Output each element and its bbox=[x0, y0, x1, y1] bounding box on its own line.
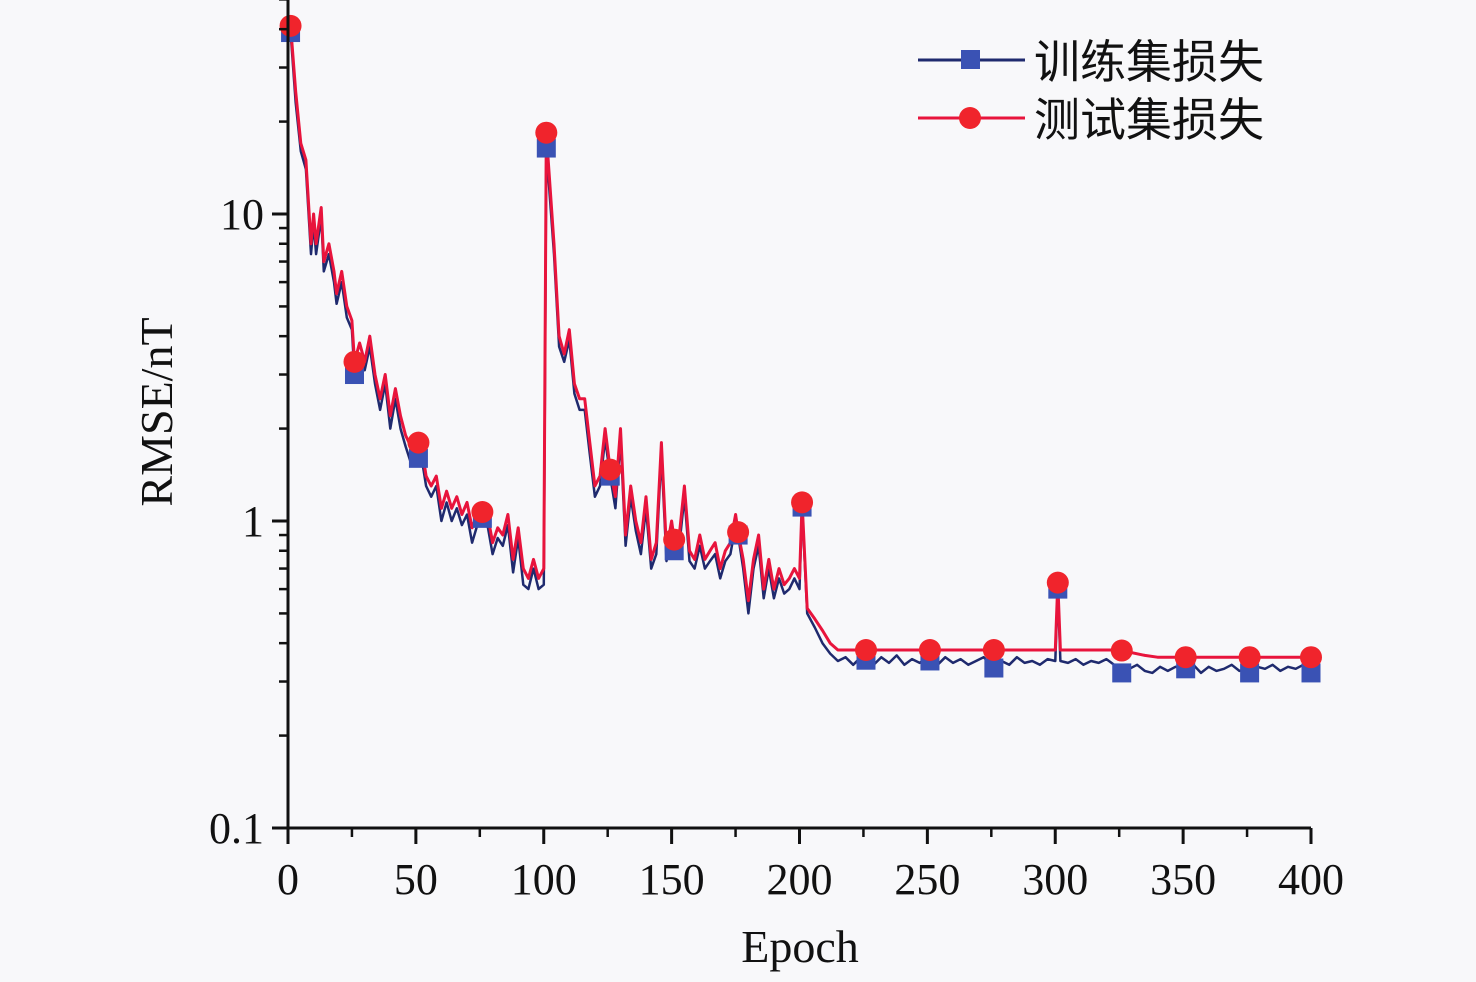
test-marker-point bbox=[1300, 646, 1322, 669]
x-tick-label: 150 bbox=[639, 855, 705, 904]
x-tick-label: 100 bbox=[511, 855, 577, 904]
legend: 训练集损失 测试集损失 bbox=[918, 35, 1264, 147]
x-tick-label: 300 bbox=[1022, 855, 1088, 904]
train-marker-point bbox=[1240, 663, 1260, 683]
legend-label-test: 测试集损失 bbox=[1034, 93, 1264, 147]
test-marker-point bbox=[1238, 646, 1261, 669]
test-marker-point bbox=[1110, 639, 1133, 662]
y-tick-label: 0.1 bbox=[209, 804, 264, 853]
y-tick-label: 10 bbox=[220, 190, 264, 239]
x-tick-label: 200 bbox=[767, 855, 833, 904]
x-axis-title: Epoch bbox=[741, 921, 859, 972]
legend-square-marker-icon bbox=[961, 50, 980, 69]
train-marker-point bbox=[536, 138, 556, 158]
test-marker-point bbox=[727, 521, 750, 544]
test-marker-point bbox=[854, 639, 877, 662]
y-tick-label: 1 bbox=[242, 497, 264, 546]
plot-area bbox=[279, 14, 1322, 683]
train-marker-point bbox=[1301, 663, 1321, 683]
x-tick-label: 50 bbox=[394, 855, 438, 904]
x-tick-label: 0 bbox=[277, 855, 299, 904]
test-marker-point bbox=[535, 121, 558, 144]
legend-label-train: 训练集损失 bbox=[1034, 35, 1264, 89]
test-marker-point bbox=[343, 350, 366, 373]
test-marker-point bbox=[1174, 646, 1197, 669]
legend-item-train: 训练集损失 bbox=[918, 35, 1264, 89]
test-marker-point bbox=[791, 491, 814, 514]
axes: 0 50 100 150 200 250 300 350 400 0.1 1 10 bbox=[209, 0, 1344, 904]
test-marker-point bbox=[1046, 571, 1069, 594]
test-marker-point bbox=[663, 528, 686, 551]
test-marker-point bbox=[599, 458, 622, 481]
legend-item-test: 测试集损失 bbox=[918, 93, 1264, 147]
test-marker-point bbox=[407, 431, 430, 454]
test-marker-point bbox=[279, 14, 302, 37]
test-marker-point bbox=[471, 500, 494, 523]
x-tick-label: 350 bbox=[1150, 855, 1216, 904]
legend-circle-marker-icon bbox=[959, 107, 981, 129]
train-marker-point bbox=[984, 658, 1004, 678]
train-marker-point bbox=[1112, 663, 1132, 683]
x-tick-label: 250 bbox=[894, 855, 960, 904]
x-tick-label: 400 bbox=[1278, 855, 1344, 904]
test-marker-point bbox=[918, 639, 941, 662]
test-marker-point bbox=[982, 639, 1005, 662]
series-line-test bbox=[286, 21, 1311, 659]
train-marker-point bbox=[408, 448, 428, 468]
y-axis-title: RMSE/nT bbox=[131, 317, 182, 506]
